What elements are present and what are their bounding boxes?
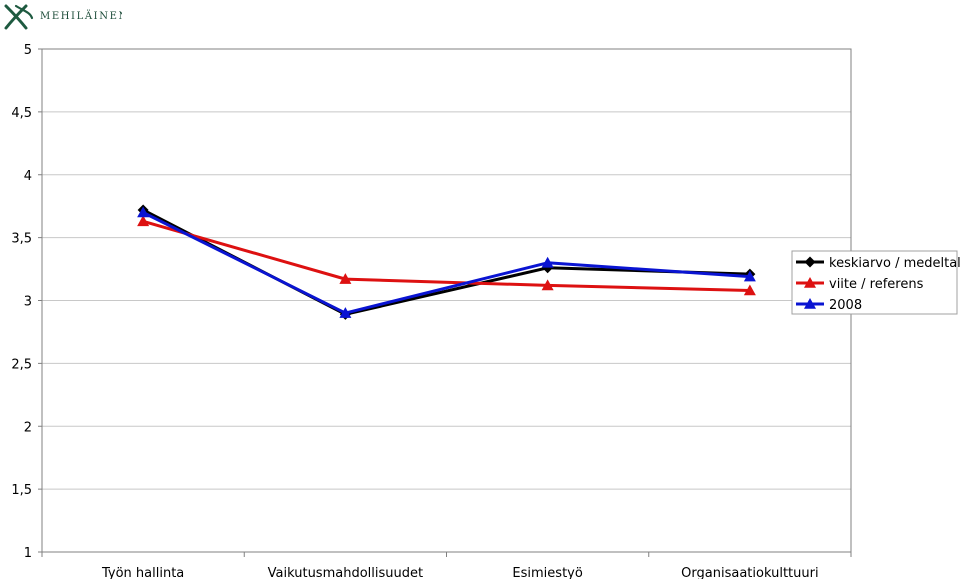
legend-label: keskiarvo / medeltal: [829, 256, 960, 271]
data-point: [743, 270, 756, 282]
legend-label: viite / referens: [829, 277, 924, 292]
x-tick-label: Työn hallinta: [101, 566, 184, 579]
legend-item: 2008: [796, 298, 862, 313]
y-tick-label: 2,5: [11, 357, 32, 372]
series-1: [137, 215, 756, 296]
x-axis-ticks: Työn hallinta Vaikutusmahdollisuudet Esimi…: [41, 552, 852, 579]
legend-marker: [804, 256, 816, 268]
data-point: [137, 206, 150, 218]
data-point: [339, 273, 352, 284]
data-point: [743, 284, 756, 296]
grid-lines: [42, 48, 851, 490]
mehilainen-logo-icon: [4, 4, 34, 30]
x-tick-label: Esimiestyö: [512, 566, 582, 579]
series-line: [142, 211, 750, 315]
x-tick-label: Vaikutusmahdollisuudet: [268, 566, 423, 579]
x-tick-label: Organisaatiokulttuuri: [681, 566, 818, 579]
y-tick-label: 4: [24, 169, 32, 184]
brand-name: MEHILÄINEN: [40, 10, 122, 22]
series-0: [137, 204, 756, 320]
data-point: [541, 256, 554, 268]
data-point: [541, 279, 554, 291]
legend: keskiarvo / medeltal viite / referens 2008: [791, 250, 960, 315]
y-tick-label: 3: [24, 295, 32, 310]
y-tick-label: 3,5: [11, 232, 32, 247]
y-tick-label: 4,5: [11, 106, 32, 121]
brand-logo: MEHILÄINEN: [4, 4, 122, 30]
legend-marker: [804, 298, 816, 309]
legend-label: 2008: [829, 298, 862, 313]
y-axis-ticks: 1 1,5 2 2,5 3 3,5 4 4,5 5: [11, 43, 42, 561]
y-tick-label: 2: [24, 420, 32, 435]
y-tick-label: 1: [24, 546, 32, 561]
series-2: [137, 206, 756, 318]
legend-item: keskiarvo / medeltal: [796, 256, 960, 271]
series-lines: [137, 204, 756, 320]
data-point: [339, 307, 352, 318]
series-line: [142, 208, 750, 316]
y-tick-label: 1,5: [11, 483, 32, 498]
series-line: [142, 219, 750, 292]
legend-item: viite / referens: [796, 277, 924, 292]
y-tick-label: 5: [24, 43, 32, 58]
legend-marker: [804, 277, 816, 288]
data-point: [137, 215, 150, 227]
